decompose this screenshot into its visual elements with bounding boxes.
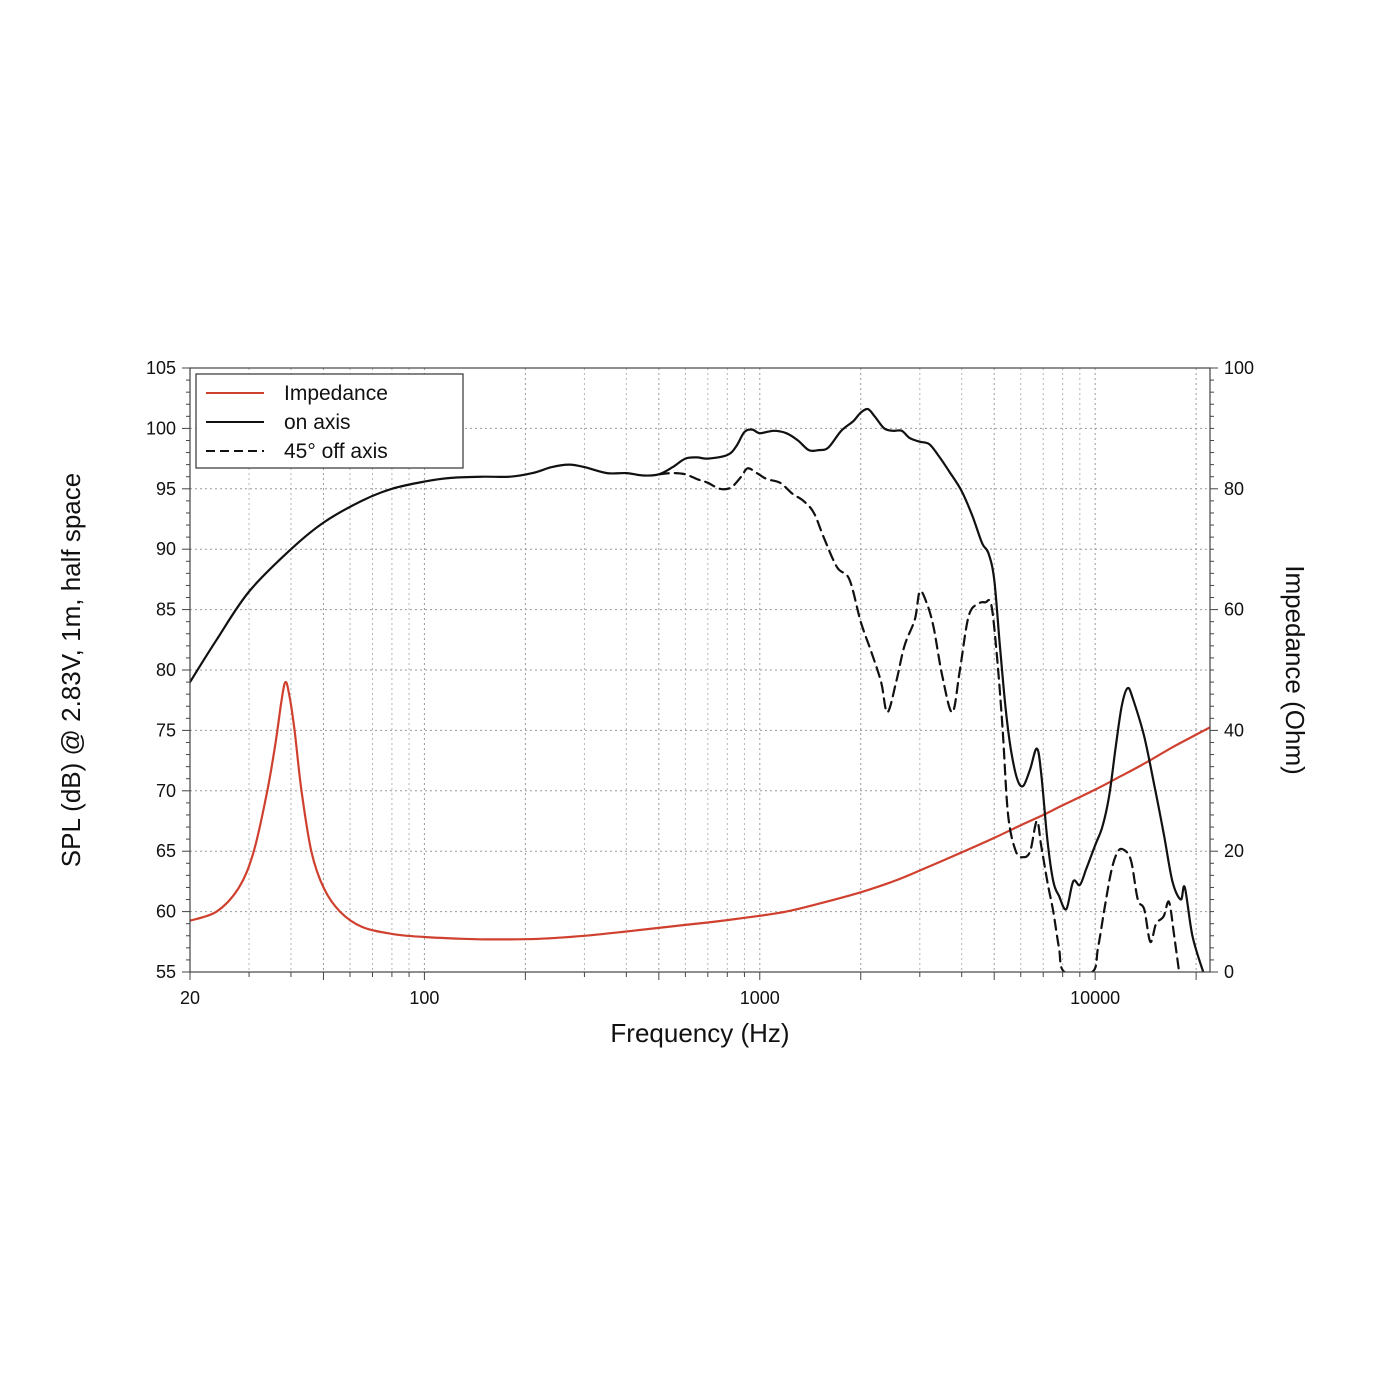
series-line-off-axis — [657, 467, 1181, 972]
x-tick-label: 100 — [409, 988, 439, 1008]
y2-tick-label: 20 — [1224, 841, 1244, 861]
x-axis-title: Frequency (Hz) — [610, 1018, 789, 1048]
tick-labels: 55 60 65 70 75 80 85 90 95 100 105 0 20 40 60 80 100 20 10… — [146, 358, 1254, 1008]
y2-axis-title: Impedance (Ohm) — [1280, 565, 1310, 775]
x-tick-label: 10000 — [1070, 988, 1120, 1008]
y-axis-title: SPL (dB) @ 2.83V, 1m, half space — [56, 473, 86, 867]
x-tick-label: 20 — [180, 988, 200, 1008]
series-line-impedance — [190, 680, 1210, 941]
grid — [189, 368, 1210, 972]
y-tick-label: 100 — [146, 418, 176, 438]
legend-label-on-axis: on axis — [284, 411, 351, 434]
y-tick-label: 55 — [156, 962, 176, 982]
legend: Impedance on axis 45° off axis — [195, 373, 464, 469]
y-tick-label: 75 — [156, 720, 176, 740]
series-layer — [190, 407, 1210, 972]
legend-label-impedance: Impedance — [284, 382, 388, 405]
y2-tick-label: 0 — [1224, 962, 1234, 982]
y-tick-label: 85 — [156, 600, 176, 620]
y-tick-label: 70 — [156, 781, 176, 801]
y-tick-label: 60 — [156, 902, 176, 922]
y-tick-label: 105 — [146, 358, 176, 378]
y-tick-label: 90 — [156, 539, 176, 559]
y2-tick-label: 80 — [1224, 479, 1244, 499]
y-tick-label: 80 — [156, 660, 176, 680]
y-tick-label: 95 — [156, 479, 176, 499]
y2-tick-label: 60 — [1224, 600, 1244, 620]
y2-tick-label: 100 — [1224, 358, 1254, 378]
legend-label-off-axis: 45° off axis — [284, 440, 388, 463]
axis-ticks — [182, 367, 1218, 980]
series-line-on-axis — [190, 407, 1205, 972]
x-tick-label: 1000 — [740, 988, 780, 1008]
y-tick-label: 65 — [156, 841, 176, 861]
y2-tick-label: 40 — [1224, 720, 1244, 740]
